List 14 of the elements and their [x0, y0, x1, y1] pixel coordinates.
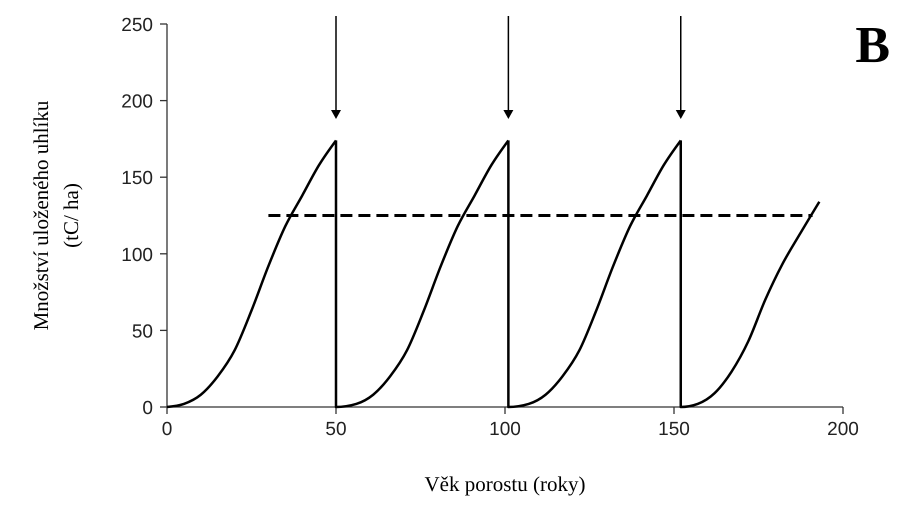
x-tick-label: 100: [489, 419, 521, 440]
x-tick-label: 0: [162, 419, 172, 440]
y-tick-label: 200: [121, 92, 153, 113]
text: B: [855, 17, 890, 74]
y-tick-label: 50: [132, 321, 153, 342]
x-axis-title: Věk porostu (roky): [424, 472, 586, 496]
y-tick-label: 150: [121, 168, 153, 190]
y-tick-label: 250: [121, 15, 153, 36]
x-tick-label: 50: [325, 419, 347, 440]
x-tick-label: 150: [658, 419, 690, 440]
y-tick-label: 100: [121, 244, 153, 266]
x-tick-label: 200: [827, 419, 859, 440]
y-tick-label: 0: [142, 398, 153, 419]
y-axis-title: Množství uloženého uhlíku (tC/ ha): [29, 100, 83, 330]
